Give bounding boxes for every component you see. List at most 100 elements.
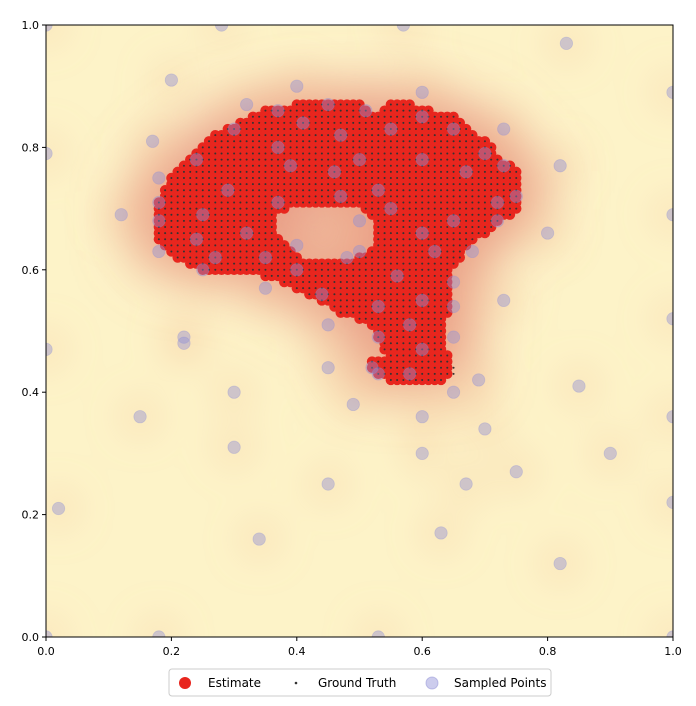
ground-truth-point [164,201,167,204]
ground-truth-point [333,274,336,277]
ground-truth-point [214,244,217,247]
ground-truth-point [433,311,436,314]
ground-truth-point [421,183,424,186]
sampled-point [490,195,505,210]
ground-truth-point [433,177,436,179]
sampled-point [390,269,404,283]
ground-truth-point [427,372,430,375]
ground-truth-point [182,183,185,186]
ground-truth-point [245,195,248,198]
ground-truth-point [446,183,449,186]
ground-truth-point [289,152,292,155]
ground-truth-point [396,305,399,308]
ground-truth-point [333,177,336,179]
ground-truth-point [327,274,330,277]
sampled-point [434,526,448,540]
ground-truth-point [189,164,192,167]
ground-truth-point [264,121,267,124]
ground-truth-point [389,189,392,192]
ground-truth-point [465,158,468,161]
ground-truth-point [251,244,254,247]
ground-truth-point [377,238,380,241]
x-tick-label: 0.4 [288,645,306,658]
ground-truth-point [320,170,323,173]
ground-truth-point [220,225,223,228]
ground-truth-point [333,158,336,161]
ground-truth-layer [157,103,518,381]
ground-truth-point [389,342,392,345]
ground-truth-point [383,330,386,332]
ground-truth-point [465,207,468,210]
ground-truth-point [327,293,330,296]
ground-truth-point [214,183,217,186]
ground-truth-point [389,244,392,247]
ground-truth-point [314,146,317,149]
ground-truth-point [452,262,455,265]
ground-truth-point [233,195,236,198]
ground-truth-point [214,262,217,265]
ground-truth-point [239,134,242,137]
ground-truth-point [302,268,305,271]
ground-truth-point [421,317,424,320]
ground-truth-point [402,128,405,131]
ground-truth-point [483,158,486,161]
y-tick-label: 1.0 [22,19,40,32]
ground-truth-point [208,262,211,265]
ground-truth-point [258,268,261,271]
ground-truth-point [345,164,348,167]
ground-truth-point [389,336,392,339]
ground-truth-point [239,158,242,161]
ground-truth-point [258,158,261,161]
ground-truth-point [496,164,499,167]
ground-truth-point [446,293,449,296]
ground-truth-point [333,152,336,155]
ground-truth-point [427,250,430,253]
sampled-point [315,287,329,301]
ground-truth-point [414,146,417,149]
ground-truth-point [483,225,486,228]
sampled-point [296,116,310,130]
ground-truth-point [276,177,279,179]
ground-truth-point [408,128,411,131]
y-tick-label: 0.8 [22,141,40,154]
ground-truth-point [251,201,254,204]
ground-truth-point [364,189,367,192]
ground-truth-point [383,348,386,351]
ground-truth-point [433,330,436,332]
ground-truth-point [314,268,317,271]
ground-truth-point [414,299,417,302]
sampled-point [189,153,204,167]
sampled-point [208,250,222,265]
ground-truth-point [427,189,430,192]
ground-truth-point [302,177,305,179]
ground-truth-point [433,225,436,228]
ground-truth-point [433,244,436,247]
ground-truth-point [339,134,342,137]
ground-truth-point [270,232,273,235]
ground-truth-point [320,299,323,302]
ground-truth-point [314,293,317,296]
ground-truth-point [383,109,386,112]
ground-truth-point [377,268,380,271]
ground-truth-point [477,219,480,222]
heat-blob [130,119,175,164]
ground-truth-point [314,262,317,265]
ground-truth-point [358,134,361,137]
ground-truth-point [440,238,443,241]
ground-truth-point [258,152,261,155]
y-tick-label: 0.6 [22,264,40,277]
ground-truth-point [371,299,374,302]
ground-truth-point [396,189,399,192]
ground-truth-point [314,281,317,284]
ground-truth-point [440,170,443,173]
sampled-point [258,250,273,265]
ground-truth-point [414,293,417,296]
ground-truth-point [408,342,411,345]
ground-truth-point [421,281,424,284]
sampled-point [334,189,348,203]
ground-truth-point [251,213,254,216]
ground-truth-point [345,134,348,137]
ground-truth-point [471,201,474,204]
heat-blob [651,70,673,115]
ground-truth-point [157,232,160,235]
